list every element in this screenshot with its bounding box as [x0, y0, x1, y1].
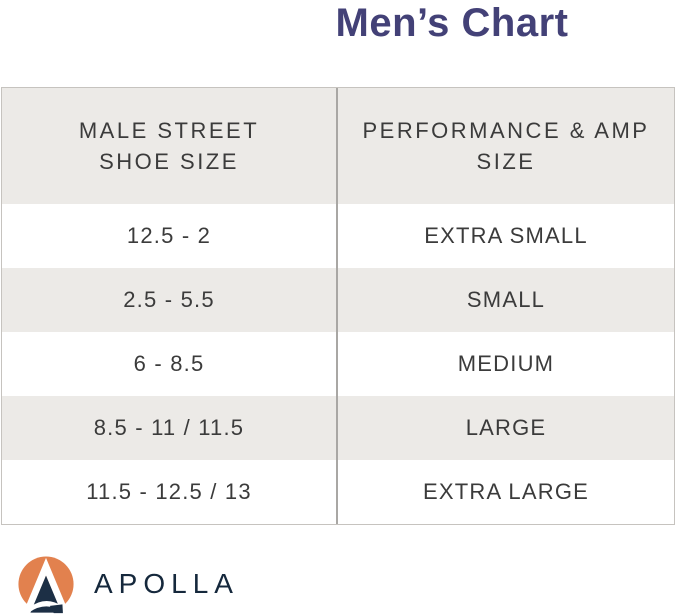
header-shoe-size-line2: SHOE SIZE: [99, 149, 239, 174]
cell-amp-size: SMALL: [466, 287, 546, 312]
table-header-row: MALE STREET SHOE SIZE PERFORMANCE & AMP …: [2, 88, 674, 204]
cell-amp-size: EXTRA SMALL: [424, 223, 588, 248]
brand-wordmark: APOLLA: [94, 568, 239, 599]
table-row: 11.5 - 12.5 / 13 EXTRA LARGE: [2, 460, 674, 524]
cell-amp-size: LARGE: [465, 415, 547, 440]
cell-shoe-size: 2.5 - 5.5: [2, 268, 338, 332]
cell-shoe-size: 11.5 - 12.5 / 13: [2, 460, 338, 524]
table-row: 12.5 - 2 EXTRA SMALL: [2, 204, 674, 268]
cell-amp-size: EXTRA LARGE: [422, 479, 590, 504]
table-row: 6 - 8.5 MEDIUM: [2, 332, 674, 396]
cell-shoe-size: 12.5 - 2: [2, 204, 338, 268]
header-amp-size-line1: PERFORMANCE & AMP: [362, 118, 650, 143]
apolla-mountain-a-icon: [17, 556, 75, 616]
header-shoe-size: MALE STREET SHOE SIZE: [2, 88, 338, 204]
header-amp-size: PERFORMANCE & AMP SIZE: [338, 88, 674, 204]
header-shoe-size-line1: MALE STREET: [78, 118, 260, 143]
mens-size-chart-table: MALE STREET SHOE SIZE PERFORMANCE & AMP …: [1, 87, 675, 525]
header-amp-size-line2: SIZE: [476, 149, 536, 174]
table-row: 2.5 - 5.5 SMALL: [2, 268, 674, 332]
cell-shoe-size: 8.5 - 11 / 11.5: [2, 396, 338, 460]
brand-footer: APOLLA: [17, 556, 239, 616]
page-title: Men’s Chart: [335, 1, 569, 45]
cell-shoe-size: 6 - 8.5: [2, 332, 338, 396]
table-row: 8.5 - 11 / 11.5 LARGE: [2, 396, 674, 460]
cell-amp-size: MEDIUM: [457, 351, 555, 376]
